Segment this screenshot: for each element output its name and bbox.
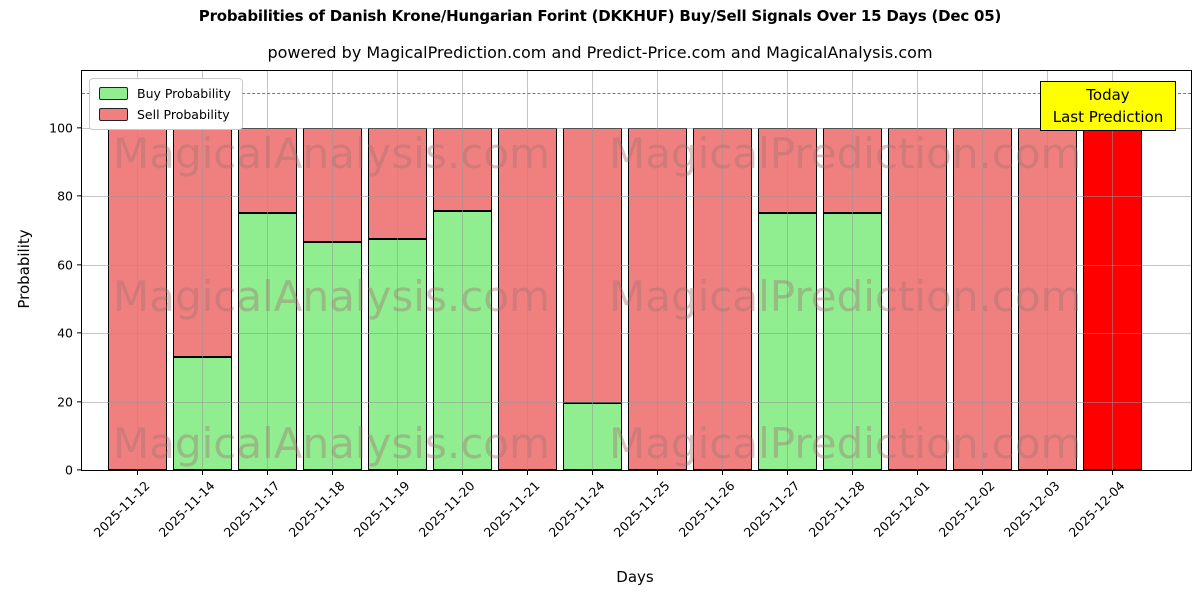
legend-swatch-icon <box>99 87 128 100</box>
gridline-horizontal <box>82 401 1191 403</box>
x-tick-mark <box>332 470 334 475</box>
y-tick-label: 60 <box>57 257 73 272</box>
x-tick-mark <box>137 470 139 475</box>
annotation-line-1: Today <box>1086 85 1130 104</box>
y-tick-mark <box>77 195 82 197</box>
y-axis-label: Probability <box>15 229 33 309</box>
gridline-vertical <box>527 71 528 470</box>
x-tick-mark <box>1047 470 1049 475</box>
gridline-vertical <box>332 71 333 470</box>
gridline-vertical <box>202 71 203 470</box>
y-tick-mark <box>77 400 82 403</box>
gridline-horizontal <box>82 127 1191 129</box>
gridline-vertical <box>722 71 723 470</box>
gridline-horizontal <box>82 333 1191 334</box>
legend-swatch-icon <box>99 108 128 121</box>
gridline-vertical <box>462 71 463 470</box>
gridline-vertical <box>397 71 398 470</box>
gridline-vertical <box>787 71 788 470</box>
y-tick-mark <box>77 263 82 266</box>
chart-title: Probabilities of Danish Krone/Hungarian … <box>198 7 1002 25</box>
gridline-vertical <box>592 71 593 470</box>
y-tick-mark <box>77 332 82 334</box>
annotation-line-2: Last Prediction <box>1052 108 1164 126</box>
today-annotation: Today Last Prediction <box>1040 81 1176 131</box>
x-tick-mark <box>202 470 204 475</box>
gridline-vertical <box>917 71 918 470</box>
x-tick-mark <box>462 470 464 475</box>
gridline-vertical <box>267 71 268 470</box>
threshold-dashed-line <box>82 93 1191 95</box>
y-tick-mark <box>77 469 82 471</box>
x-axis-label: Days <box>616 568 654 586</box>
legend: Buy Probability Sell Probability <box>89 78 243 130</box>
x-tick-mark <box>592 470 594 475</box>
chart-subtitle: powered by MagicalPrediction.com and Pre… <box>267 43 933 62</box>
y-tick-label: 20 <box>57 394 73 409</box>
x-tick-mark <box>917 470 919 475</box>
x-tick-mark <box>267 470 269 475</box>
x-tick-mark <box>852 470 854 475</box>
legend-item: Buy Probability <box>99 86 231 101</box>
x-tick-mark <box>657 470 659 475</box>
gridline-vertical <box>657 71 658 470</box>
x-tick-mark <box>527 470 529 475</box>
x-tick-mark <box>1112 470 1114 475</box>
gridline-vertical <box>1047 71 1048 470</box>
gridline-horizontal <box>82 196 1191 197</box>
gridline-vertical <box>1112 71 1113 470</box>
y-tick-label: 40 <box>57 325 73 341</box>
gridline-vertical <box>137 71 138 470</box>
y-tick-label: 100 <box>49 120 73 135</box>
gridline-horizontal <box>82 264 1191 266</box>
x-tick-mark <box>397 470 399 475</box>
plot-area: Buy Probability Sell Probability Today La… <box>49 70 1192 540</box>
y-tick-mark <box>77 126 82 129</box>
y-tick-label: 80 <box>57 188 73 204</box>
gridline-vertical <box>852 71 853 470</box>
x-tick-mark <box>982 470 984 475</box>
x-tick-mark <box>722 470 724 475</box>
legend-label: Buy Probability <box>137 86 231 101</box>
x-tick-mark <box>787 470 789 475</box>
gridline-vertical <box>982 71 983 470</box>
y-tick-label: 0 <box>65 462 73 478</box>
legend-label: Sell Probability <box>137 107 230 122</box>
legend-item: Sell Probability <box>99 107 231 122</box>
